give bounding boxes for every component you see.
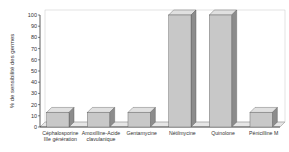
x-tick-label: Nétilmycine xyxy=(169,130,196,136)
bars xyxy=(47,10,278,127)
bar xyxy=(209,15,231,127)
y-tick xyxy=(38,37,40,38)
y-tick xyxy=(38,48,40,49)
x-tick-label-line: Nétilmycine xyxy=(169,130,196,136)
x-tick-label-line: Gentamycine xyxy=(126,130,157,136)
bar xyxy=(169,15,191,127)
chart: 0 10 20 30 40 50 60 70 80 90 100 % de sensibilité d… xyxy=(0,0,289,152)
x-tick-label: Gentamycine xyxy=(126,130,157,136)
x-tick-label-line: IIIe génération xyxy=(44,136,77,142)
y-tick xyxy=(38,26,40,27)
bar-side xyxy=(110,107,115,127)
bar-side xyxy=(232,10,237,127)
floor xyxy=(40,122,285,127)
bar xyxy=(87,112,109,127)
bar-side xyxy=(272,107,277,127)
y-tick xyxy=(38,71,40,72)
bar xyxy=(47,112,69,127)
y-axis-label: % de sensibilité des germes xyxy=(9,34,15,109)
y-tick-label: 70 xyxy=(31,46,37,52)
x-axis xyxy=(40,127,280,128)
y-tick-label: 30 xyxy=(31,90,37,96)
y-tick-label: 90 xyxy=(31,23,37,29)
y-tick xyxy=(38,115,40,116)
y-tick xyxy=(38,15,40,16)
back-wall xyxy=(45,10,285,122)
y-tick-label: 40 xyxy=(31,79,37,85)
bar-side xyxy=(191,10,196,127)
bar-side xyxy=(150,107,155,127)
y-tick-label: 60 xyxy=(31,57,37,63)
y-tick xyxy=(38,93,40,94)
x-tick-label: Pénicilline M xyxy=(249,130,278,136)
y-tick-label: 20 xyxy=(31,102,37,108)
x-tick-label-line: Quinolone xyxy=(211,130,235,136)
x-tick-label-line: Pénicilline M xyxy=(249,130,278,136)
y-tick xyxy=(38,127,40,128)
y-tick-label: 100 xyxy=(28,12,37,18)
y-tick xyxy=(38,59,40,60)
x-tick-label-line: clavulanique xyxy=(87,136,116,142)
bar xyxy=(128,112,150,127)
y-tick-label: 80 xyxy=(31,34,37,40)
x-tick-label: CéphalosporineIIIe génération xyxy=(42,130,78,142)
y-tick-label: 50 xyxy=(31,68,37,74)
y-tick-label: 10 xyxy=(31,113,37,119)
y-tick-label: 0 xyxy=(34,124,37,130)
bar-side xyxy=(69,107,74,127)
x-tick-label: Quinolone xyxy=(211,130,235,136)
x-tick-label: Amoxilline-Acideclavulanique xyxy=(82,130,120,142)
y-tick xyxy=(38,82,40,83)
y-tick xyxy=(38,104,40,105)
bar xyxy=(250,112,272,127)
